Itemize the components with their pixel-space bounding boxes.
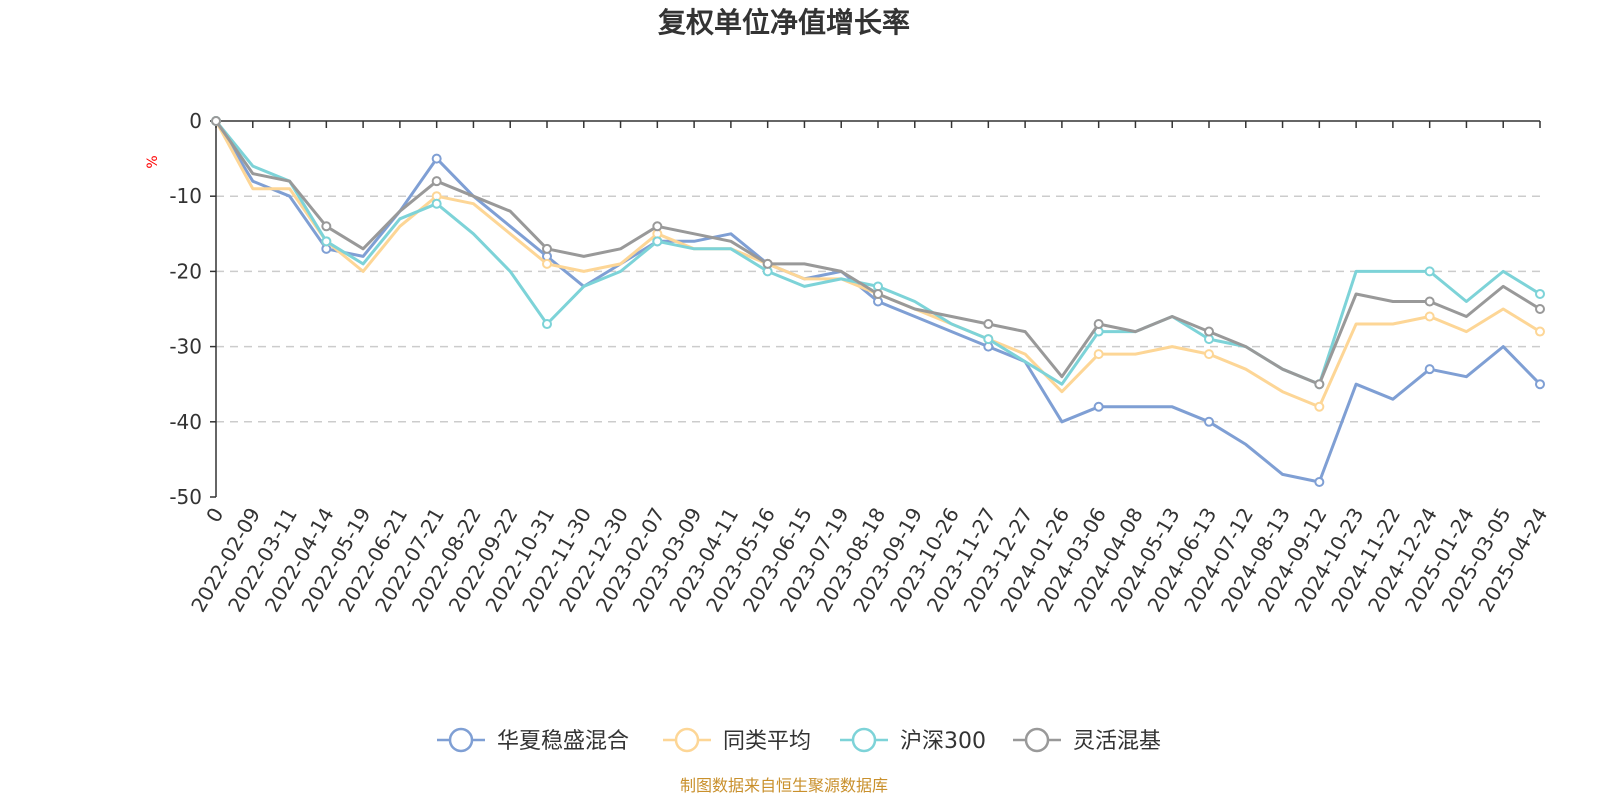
data-point [1424,266,1435,277]
data-point [211,116,221,126]
data-point [1535,326,1545,337]
data-point [1424,296,1435,307]
data-point [321,221,332,232]
legend-marker [851,727,877,753]
data-point [542,319,552,330]
series-line-1 [214,120,1541,409]
data-point [1093,349,1104,360]
data-point [873,288,883,299]
data-point [431,198,442,209]
legend-marker [674,727,700,753]
data-point [542,258,552,269]
chart-title: 复权单位净值增长率 [658,6,910,39]
y-tick-label: -40 [169,410,202,434]
y-tick-label: -30 [169,335,202,359]
data-point [1535,288,1545,299]
legend-marker [1024,727,1050,753]
y-tick-label: -20 [169,259,202,283]
data-point [983,319,994,330]
data-point [1424,311,1435,322]
source-note: 制图数据来自恒生聚源数据库 [680,776,888,795]
data-point [762,258,773,269]
data-point [1535,304,1545,314]
data-point [1204,416,1214,427]
data-point [1424,364,1435,375]
y-axis-label: % [145,155,161,168]
axes: 0-10-20-30-40-5002022-02-092022-03-11202… [169,109,1552,616]
data-point [1204,326,1214,337]
legend: 华夏稳盛混合 同类平均 沪深300 灵活混基 [437,727,1161,754]
y-tick-label: -50 [169,485,202,509]
y-tick-label: -10 [169,184,202,208]
data-point [1314,476,1325,487]
data-point [652,236,663,247]
series-line-2 [214,120,1541,386]
data-point [1204,349,1214,360]
series-line-3 [214,120,1541,386]
grid [216,195,1540,423]
data-point [1093,401,1104,412]
legend-marker [448,727,474,753]
data-point [1093,319,1104,330]
data-point [542,243,552,254]
legend-label: 灵活混基 [1073,729,1161,754]
legend-label: 同类平均 [723,729,811,754]
data-point [1535,379,1545,390]
data-point [983,334,994,345]
data-point [431,176,442,187]
x-tick-label: 0 [201,504,228,527]
legend-label: 沪深300 [900,729,986,754]
data-point [431,153,442,164]
data-point [1314,401,1325,412]
y-tick-label: 0 [189,109,202,133]
data-point [321,236,332,247]
data-point [652,221,663,232]
legend-label: 华夏稳盛混合 [497,729,629,754]
data-point [1314,379,1325,390]
series [211,116,1545,487]
